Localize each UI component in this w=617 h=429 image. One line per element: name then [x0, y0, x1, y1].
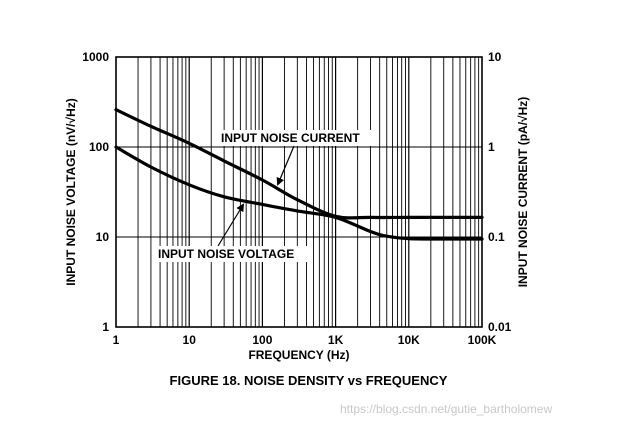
y-axis-title: INPUT NOISE VOLTAGE (nV/√Hz)	[64, 98, 78, 285]
y2-tick-label: 0.1	[488, 230, 505, 244]
x-tick-label: 100	[252, 333, 272, 347]
x-tick-label: 10	[183, 333, 197, 347]
y-tick-label: 100	[89, 140, 109, 154]
series-line-0	[114, 108, 484, 220]
figure-caption: FIGURE 18. NOISE DENSITY vs FREQUENCY	[169, 373, 448, 388]
y2-tick-label: 10	[488, 50, 502, 64]
annotation-bg	[155, 246, 311, 262]
annotation-leader-1	[217, 203, 245, 247]
x-tick-label: 100K	[468, 333, 497, 347]
annotation-label-1: INPUT NOISE VOLTAGE	[158, 247, 294, 261]
tick-labels: 1 10 100 1K 10K 100K 1 10 100 1000 0.01 0.1 1 10	[82, 50, 511, 347]
watermark: https://blog.csdn.net/gutie_bartholomew	[340, 402, 553, 416]
grid-lines	[116, 57, 482, 327]
y-tick-label: 10	[96, 230, 110, 244]
x-axis-title: FREQUENCY (Hz)	[248, 348, 349, 362]
annotation-label-0: INPUT NOISE CURRENT	[221, 131, 360, 145]
plot-frame	[115, 56, 483, 328]
x-tick-label: 1K	[328, 333, 344, 347]
annotation-bg	[218, 130, 374, 146]
x-tick-label: 10K	[398, 333, 420, 347]
y2-tick-label: 1	[488, 140, 495, 154]
y-tick-label: 1000	[82, 50, 109, 64]
y-tick-label: 1	[102, 320, 109, 334]
series-line-1	[114, 145, 484, 241]
y2-tick-label: 0.01	[488, 320, 512, 334]
curves	[114, 108, 484, 241]
annotation-leader-0	[276, 145, 295, 186]
y2-axis-title: INPUT NOISE CURRENT (pA/√Hz)	[516, 97, 530, 288]
x-tick-label: 1	[113, 333, 120, 347]
annotations: INPUT NOISE CURRENT INPUT NOISE VOLTAGE	[155, 130, 374, 262]
